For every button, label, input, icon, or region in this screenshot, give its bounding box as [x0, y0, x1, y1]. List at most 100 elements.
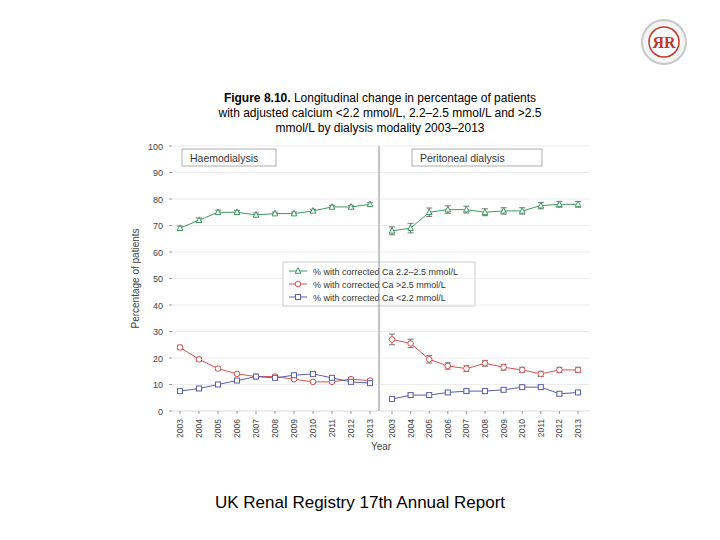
- series-line: [392, 339, 578, 373]
- y-tick-label: 50: [153, 274, 163, 284]
- y-tick-label: 30: [153, 327, 163, 337]
- y-tick-label: 10: [153, 380, 163, 390]
- panel-title-box: [182, 149, 276, 166]
- series-line: [180, 374, 370, 391]
- plot-bg: [172, 146, 590, 411]
- error-bar: [389, 397, 395, 401]
- marker: [426, 209, 432, 215]
- error-bar: [389, 334, 395, 345]
- figure-title: Figure 8.10. Longitudinal change in perc…: [215, 91, 545, 136]
- marker: [389, 337, 395, 343]
- figure-label: Figure 8.10.: [224, 91, 291, 105]
- marker: [178, 389, 183, 394]
- legend-marker: [295, 268, 301, 274]
- x-tick-label: 2011: [327, 419, 337, 438]
- marker: [538, 385, 543, 390]
- marker: [408, 393, 413, 398]
- error-cap: [426, 363, 432, 364]
- marker: [538, 371, 544, 377]
- y-tick-label: 80: [153, 195, 163, 205]
- marker: [215, 366, 221, 372]
- error-cap: [519, 214, 525, 215]
- marker: [519, 367, 525, 373]
- y-tick-label: 40: [153, 301, 163, 311]
- error-bar: [482, 360, 488, 366]
- x-tick: [351, 411, 352, 414]
- marker: [310, 208, 316, 214]
- panel-divider: [379, 146, 380, 411]
- logo-ring: [642, 20, 686, 64]
- error-cap: [445, 213, 451, 214]
- marker: [464, 389, 469, 394]
- marker: [557, 201, 563, 207]
- grid-line: [380, 305, 590, 306]
- error-bar: [196, 357, 202, 361]
- marker: [501, 387, 506, 392]
- grid-line: [172, 384, 378, 385]
- x-tick: [218, 411, 219, 414]
- grid-line: [380, 331, 590, 332]
- y-tick-label: 70: [153, 221, 163, 231]
- x-tick-label: 2013: [365, 419, 375, 438]
- x-tick-label: 2004: [194, 419, 204, 438]
- error-bar: [177, 345, 183, 349]
- x-tick: [466, 411, 467, 414]
- panel-title: Peritoneal dialysis: [420, 152, 505, 164]
- marker: [426, 357, 432, 363]
- error-bar: [463, 366, 469, 372]
- error-bar: [501, 364, 507, 370]
- grid-line: [172, 252, 378, 253]
- error-bar: [463, 389, 469, 393]
- marker: [253, 374, 259, 380]
- marker: [427, 393, 432, 398]
- error-bar: [538, 385, 544, 389]
- error-bar: [389, 227, 395, 235]
- error-bar: [408, 393, 414, 397]
- marker: [389, 228, 395, 234]
- panel-title: Haemodialysis: [190, 152, 258, 164]
- x-tick-label: 2011: [536, 419, 546, 438]
- y-tick-label: 90: [153, 168, 163, 178]
- x-tick-label: 2004: [406, 419, 416, 438]
- x-tick-label: 2007: [461, 419, 471, 438]
- x-tick-label: 2012: [346, 419, 356, 438]
- error-cap: [389, 344, 395, 345]
- error-cap: [501, 214, 507, 215]
- logo-text: ЯR: [652, 34, 676, 51]
- error-bar: [575, 201, 581, 207]
- x-tick-label: 2005: [213, 419, 223, 438]
- marker: [216, 382, 221, 387]
- marker: [368, 381, 373, 386]
- marker: [291, 210, 297, 216]
- y-tick-label: 100: [148, 142, 163, 152]
- marker: [445, 363, 451, 369]
- marker: [408, 341, 414, 347]
- error-cap: [482, 215, 488, 216]
- marker: [575, 201, 581, 207]
- error-bar: [538, 371, 544, 376]
- marker: [330, 375, 335, 380]
- x-tick: [256, 411, 257, 414]
- x-tick: [294, 411, 295, 414]
- y-tick-label: 0: [158, 407, 163, 417]
- grid-line: [380, 199, 590, 200]
- x-tick: [370, 411, 371, 414]
- error-bar: [445, 206, 451, 213]
- x-tick: [447, 411, 448, 414]
- error-bar: [426, 208, 432, 216]
- series-line: [180, 347, 370, 381]
- error-bar: [519, 367, 525, 372]
- marker: [254, 374, 259, 379]
- marker: [557, 391, 562, 396]
- marker: [483, 389, 488, 394]
- x-tick: [392, 411, 393, 414]
- marker: [197, 386, 202, 391]
- error-bar: [575, 391, 581, 394]
- marker: [272, 210, 278, 216]
- marker: [273, 375, 278, 380]
- x-tick-label: 2009: [499, 419, 509, 438]
- grid-line: [172, 331, 378, 332]
- grid-line: [380, 146, 590, 147]
- marker: [445, 390, 450, 395]
- error-bar: [445, 391, 451, 395]
